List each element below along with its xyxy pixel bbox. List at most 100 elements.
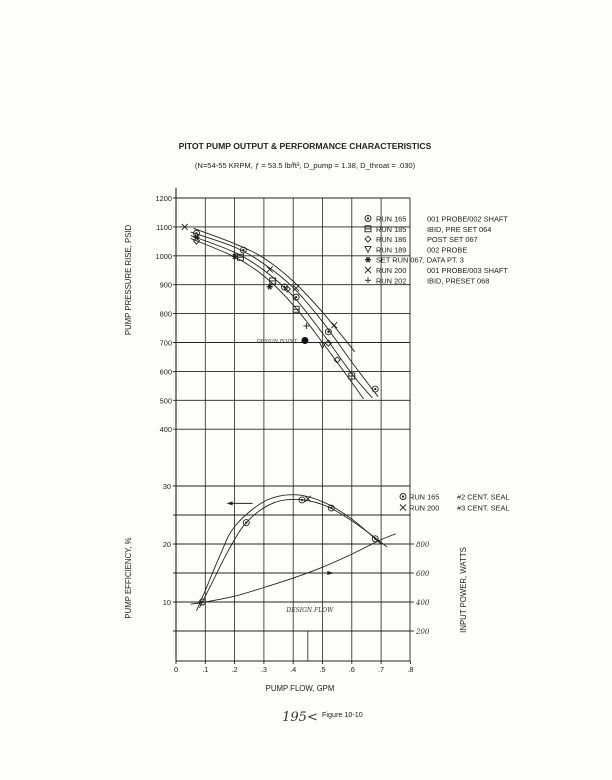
marker-shape [292, 284, 300, 292]
marker-shape [181, 223, 189, 231]
efficiency-point-circle [371, 535, 379, 543]
y-axis-label-pressure: PUMP PRESSURE RISE, PSID [124, 224, 133, 335]
marker-shape [300, 498, 304, 502]
y2-tick-label-power: 800 [416, 541, 430, 549]
y-tick-label-pressure: 700 [160, 339, 172, 348]
legend-run: RUN 165 [376, 215, 406, 224]
legend-note: 002 PROBE [427, 245, 467, 254]
marker-shape [294, 295, 298, 299]
pressure-point-star [266, 283, 273, 290]
marker-shape [239, 246, 247, 254]
x-tick-label: .1 [202, 665, 208, 674]
arrow-head [226, 501, 233, 506]
design-point-label: DESIGN POINT [256, 338, 298, 344]
pressure-point-x [292, 284, 300, 292]
pressure-point-x [330, 321, 338, 329]
y-tick-label-efficiency: 20 [163, 540, 171, 549]
legend-note: POST SET 067 [427, 235, 478, 244]
marker-shape [242, 519, 250, 526]
efficiency-point-circle [242, 519, 250, 526]
pressure-point-square [348, 372, 356, 380]
y-axis-label-efficiency: PUMP EFFICIENCY, % [124, 537, 133, 618]
legend-run: RUN 165 [409, 493, 439, 502]
marker-shape [324, 339, 332, 347]
legend-run: SET RUN 067, DATA PT. 3 [376, 256, 464, 265]
x-tick-label: .3 [261, 665, 267, 674]
x-tick-label: .8 [407, 665, 413, 674]
marker-shape [292, 293, 300, 301]
marker-shape [327, 504, 335, 512]
design-point-marker [301, 336, 309, 344]
efficiency-point-x [304, 495, 312, 503]
marker-shape [364, 266, 372, 274]
y-tick-label-pressure: 800 [160, 310, 172, 319]
marker-shape [298, 496, 306, 504]
efficiency-point-circle [298, 496, 306, 504]
marker-shape [365, 256, 371, 263]
legend-marker-diamond [364, 235, 372, 243]
y2-tick-label-power: 400 [415, 599, 430, 607]
legend-note: #3 CENT. SEAL [457, 504, 510, 513]
x-tick-label: 0 [174, 665, 178, 674]
marker-shape [280, 283, 288, 291]
pressure-point-square [269, 277, 277, 285]
pressure-point-plus [303, 323, 310, 330]
legend-marker-x [399, 504, 407, 511]
marker-shape [371, 535, 379, 543]
efficiency-point-circle [327, 504, 335, 512]
pressure-point-diamond [324, 339, 332, 347]
legend-run: RUN 200 [376, 266, 406, 275]
legend-note: IBID, PRESET 068 [427, 276, 489, 285]
grid: 400 500 600 700 800 900 1000 1100 1200 10 20 30 200 4… [156, 188, 430, 674]
marker-shape [401, 495, 405, 498]
power-curve [190, 533, 396, 605]
legend-run: RUN 185 [376, 225, 406, 234]
legend-marker-circle [364, 215, 372, 222]
pressure-curve [190, 238, 364, 400]
marker-shape [371, 385, 379, 393]
marker-shape [327, 330, 330, 333]
marker-shape [201, 600, 204, 604]
legend-marker-x [364, 266, 372, 274]
marker-shape [245, 521, 248, 524]
legend-note: 001 PROBE/002 SHAFT [427, 215, 508, 224]
pressure-point-square [237, 253, 244, 261]
chart-title: PITOT PUMP OUTPUT & PERFORMANCE CHARACTE… [179, 141, 432, 151]
pressure-point-circle [280, 283, 288, 291]
legend-run: RUN 200 [409, 504, 439, 513]
x-tick-label: .6 [349, 665, 355, 674]
marker-shape [333, 356, 341, 364]
marker-shape [324, 328, 332, 336]
marks: DESIGN POINT RUN 165 001 PROBE/002 SHAFT RU… [181, 215, 510, 661]
y-tick-label-pressure: 500 [160, 396, 172, 405]
pressure-curve [190, 231, 379, 398]
pressure-point-circle [239, 246, 247, 254]
arrow-head [327, 571, 335, 575]
chart-subtitle: (N=54-55 KRPM, ƒ = 53.5 lb/ft³, D_pump =… [195, 161, 416, 170]
legend-run: RUN 189 [376, 245, 406, 254]
pressure-point-diamond [333, 356, 341, 364]
marker-shape [399, 504, 407, 511]
marker-shape [399, 493, 407, 500]
legend-marker-plus [365, 277, 371, 284]
marker-shape [330, 321, 338, 329]
y-tick-label-pressure: 1200 [156, 194, 172, 203]
pressure-point-star [231, 253, 238, 260]
marker-shape [318, 341, 327, 350]
pressure-point-circle [292, 293, 300, 301]
pressure-point-circle [371, 385, 379, 393]
design-flow-label: DESIGN FLOW [285, 607, 334, 614]
y2-tick-label-power: 200 [415, 628, 430, 636]
legend-run: RUN 186 [376, 235, 406, 244]
marker-shape [374, 537, 377, 540]
pressure-point-diamond [192, 237, 201, 245]
marker-shape [283, 285, 286, 289]
marker-shape [195, 232, 198, 235]
legend-note: IBID, PRE SET 064 [427, 225, 491, 234]
x-axis-label: PUMP FLOW, GPM [266, 684, 335, 693]
pressure-point-x [181, 223, 189, 231]
x-tick-label: .5 [319, 665, 325, 674]
pressure-point-diamond [283, 285, 291, 293]
legend-run: RUN 202 [376, 276, 406, 285]
